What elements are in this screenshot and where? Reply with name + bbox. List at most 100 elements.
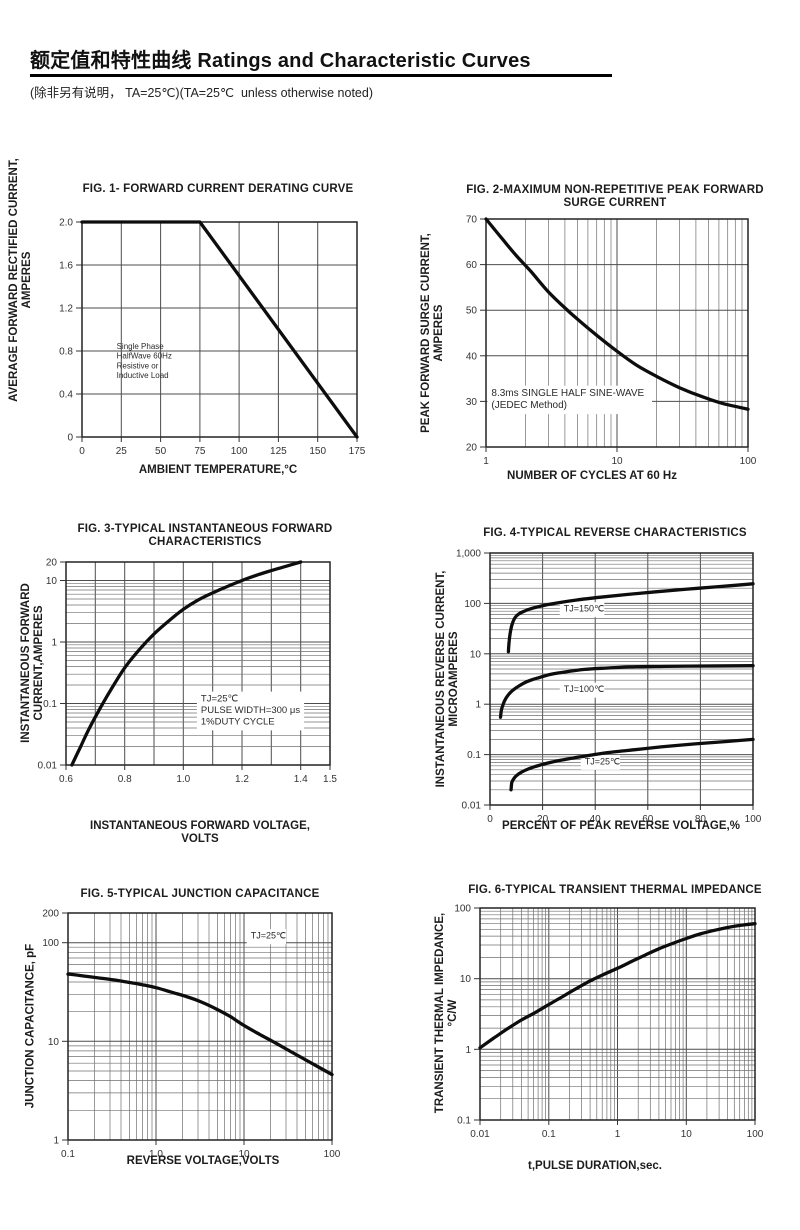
fig5-x-axis-label: REVERSE VOLTAGE,VOLTS	[126, 1155, 280, 1167]
page-subtitle: (除非另有说明， TA=25℃)(TA=25℃ unless otherwise…	[30, 86, 373, 100]
svg-text:TJ=25℃: TJ=25℃	[585, 756, 620, 766]
svg-text:75: 75	[194, 446, 206, 457]
svg-text:TJ=150℃: TJ=150℃	[564, 604, 604, 614]
svg-text:10: 10	[238, 1149, 250, 1160]
fig4-title: FIG. 4-TYPICAL REVERSE CHARACTERISTICS	[483, 527, 747, 539]
svg-text:0.6: 0.6	[59, 774, 73, 785]
curve-forward-current-derating	[80, 220, 359, 439]
svg-text:100: 100	[464, 599, 481, 610]
svg-text:PULSE WIDTH=300 μs: PULSE WIDTH=300 μs	[201, 705, 300, 716]
svg-text:1.5: 1.5	[323, 774, 337, 785]
svg-text:1.4: 1.4	[294, 774, 308, 785]
svg-text:1.6: 1.6	[59, 261, 73, 272]
svg-text:100: 100	[231, 446, 248, 457]
svg-text:2.0: 2.0	[59, 218, 73, 229]
fig3-x-axis-label: INSTANTANEOUS FORWARD VOLTAGE, VOLTS	[90, 820, 310, 845]
svg-text:1: 1	[615, 1129, 621, 1140]
svg-text:50: 50	[466, 306, 478, 317]
fig1-x-axis-label: AMBIENT TEMPERATURE,°C	[138, 464, 298, 476]
page-title: 额定值和特性曲线 Ratings and Characteristic Curv…	[30, 50, 531, 72]
svg-text:0.4: 0.4	[59, 390, 73, 401]
svg-text:Inductive Load: Inductive Load	[117, 371, 169, 380]
svg-text:60: 60	[466, 260, 478, 271]
svg-text:10: 10	[470, 649, 482, 660]
fig5-plot: 0.1 1.0 10 100 1 10 100 200 TJ=25℃	[42, 909, 341, 1161]
svg-text:0.01: 0.01	[462, 801, 482, 812]
svg-text:20: 20	[466, 443, 478, 454]
svg-text:1: 1	[51, 638, 57, 649]
curve-peak-surge-current	[484, 217, 750, 411]
svg-text:0.1: 0.1	[467, 750, 481, 761]
svg-text:0: 0	[67, 433, 73, 444]
svg-text:1: 1	[483, 456, 489, 467]
svg-text:0.01: 0.01	[470, 1129, 490, 1140]
svg-text:TJ=25℃: TJ=25℃	[201, 693, 239, 704]
title-underline	[30, 74, 612, 77]
curve-reverse-current-tj-150	[506, 582, 755, 654]
fig6-plot: 0.01 0.1 1 10 100 0.1 1 10 100	[454, 904, 764, 1141]
svg-text:1.0: 1.0	[176, 774, 190, 785]
svg-text:100: 100	[454, 904, 471, 915]
fig2-x-axis-label: NUMBER OF CYCLES AT 60 Hz	[507, 470, 677, 482]
svg-text:10: 10	[46, 576, 58, 587]
curve-reverse-current-tj-25	[509, 737, 755, 792]
svg-text:1%DUTY CYCLE: 1%DUTY CYCLE	[201, 717, 275, 728]
svg-text:0.8: 0.8	[118, 774, 132, 785]
svg-text:0.1: 0.1	[43, 699, 57, 710]
curve-transient-thermal-impedance	[478, 922, 757, 1050]
fig5-title: FIG. 5-TYPICAL JUNCTION CAPACITANCE	[80, 888, 320, 900]
svg-text:40: 40	[590, 814, 602, 825]
svg-text:200: 200	[42, 909, 59, 920]
svg-text:0.1: 0.1	[457, 1116, 471, 1127]
svg-text:TJ=25℃: TJ=25℃	[251, 931, 286, 941]
svg-text:Single Phase: Single Phase	[117, 342, 165, 351]
svg-text:100: 100	[324, 1149, 341, 1160]
curve-reverse-current-tj-100	[498, 664, 755, 719]
svg-text:0: 0	[487, 814, 493, 825]
svg-text:30: 30	[466, 397, 478, 408]
svg-text:(JEDEC Method): (JEDEC Method)	[491, 400, 567, 411]
svg-text:10: 10	[460, 974, 472, 985]
svg-text:1,000: 1,000	[456, 549, 481, 560]
svg-text:Resistive or: Resistive or	[117, 362, 159, 371]
svg-text:20: 20	[46, 558, 58, 569]
fig2-title: FIG. 2-MAXIMUM NON-REPETITIVE PEAK FORWA…	[466, 184, 764, 209]
fig4-plot: 0 20 40 60 80 100 0.01 0.1 1 10 100 1,000 TJ=150℃ TJ=…	[456, 549, 762, 826]
svg-text:1: 1	[465, 1045, 471, 1056]
svg-text:1: 1	[53, 1136, 59, 1147]
svg-text:60: 60	[642, 814, 654, 825]
svg-text:8.3ms SINGLE HALF SINE-WAVE: 8.3ms SINGLE HALF SINE-WAVE	[491, 388, 644, 399]
svg-text:0.1: 0.1	[542, 1129, 556, 1140]
svg-text:HalfWave 60Hz: HalfWave 60Hz	[117, 352, 172, 361]
svg-text:0.1: 0.1	[61, 1149, 75, 1160]
svg-text:175: 175	[349, 446, 366, 457]
svg-text:1.2: 1.2	[59, 304, 73, 315]
svg-text:0.8: 0.8	[59, 347, 73, 358]
fig1-title: FIG. 1- FORWARD CURRENT DERATING CURVE	[82, 183, 354, 195]
fig6-title: FIG. 6-TYPICAL TRANSIENT THERMAL IMPEDAN…	[468, 884, 762, 896]
svg-text:1: 1	[475, 700, 481, 711]
svg-text:25: 25	[116, 446, 128, 457]
svg-text:0: 0	[79, 446, 85, 457]
svg-text:10: 10	[48, 1037, 60, 1048]
fig1-y-axis-label: AVERAGE FORWARD RECTIFIED CURRENT, AMPER…	[8, 158, 33, 402]
fig3-plot: 0.6 0.8 1.0 1.2 1.4 1.5 0.01 0.1 1 10 20 TJ=25℃PULS…	[38, 558, 338, 786]
svg-text:0.01: 0.01	[38, 761, 58, 772]
fig1-plot: 0 25 50 75 100 125 150 175 0 0.4 0.8 1.2 1.6 2.0 Singl…	[59, 218, 366, 458]
svg-text:100: 100	[747, 1129, 764, 1140]
fig3-title: FIG. 3-TYPICAL INSTANTANEOUS FORWARD CHA…	[77, 523, 333, 548]
curve-instantaneous-forward	[70, 560, 303, 767]
svg-text:100: 100	[42, 938, 59, 949]
svg-text:125: 125	[270, 446, 287, 457]
svg-text:10: 10	[681, 1129, 693, 1140]
fig4-x-axis-label: PERCENT OF PEAK REVERSE VOLTAGE,%	[502, 820, 740, 832]
fig2-plot: 1 10 100 20 30 40 50 60 70 8.3ms SINGLE HALF SINE…	[466, 215, 757, 468]
curve-junction-capacitance	[66, 972, 334, 1077]
svg-text:1.2: 1.2	[235, 774, 249, 785]
svg-text:150: 150	[309, 446, 326, 457]
svg-text:40: 40	[466, 351, 478, 362]
svg-text:TJ=100℃: TJ=100℃	[564, 684, 604, 694]
svg-text:100: 100	[745, 814, 762, 825]
fig6-x-axis-label: t,PULSE DURATION,sec.	[528, 1160, 662, 1172]
